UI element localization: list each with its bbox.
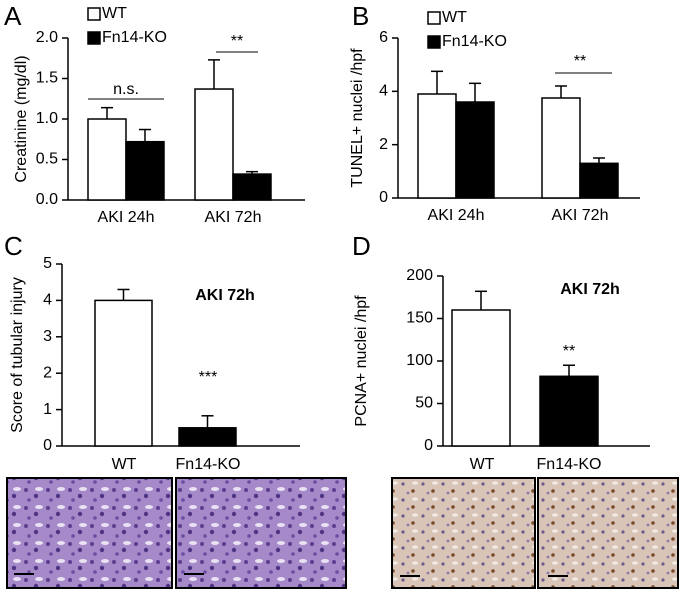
micrograph bbox=[175, 477, 347, 589]
y-tick-label: 150 bbox=[406, 310, 433, 327]
bar bbox=[579, 162, 619, 199]
legend-label: Fn14-KO bbox=[442, 33, 507, 50]
panel-letter: C bbox=[4, 231, 23, 261]
x-tick-label: Fn14-KO bbox=[176, 456, 241, 473]
annotation: AKI 72h bbox=[195, 287, 255, 304]
y-tick-label: 5 bbox=[43, 255, 52, 272]
y-tick-label: 50 bbox=[415, 395, 433, 412]
y-tick-label: 2 bbox=[379, 136, 388, 153]
bar bbox=[178, 427, 237, 447]
y-axis-label: PCNA+ nuclei /hpf bbox=[353, 295, 370, 427]
bar bbox=[455, 101, 495, 199]
bar bbox=[539, 375, 599, 447]
y-tick-label: 4 bbox=[43, 292, 52, 309]
x-tick-label: WT bbox=[112, 456, 137, 473]
y-tick-label: 0.0 bbox=[36, 191, 58, 208]
legend-swatch bbox=[87, 31, 101, 45]
legend-label: WT bbox=[442, 9, 467, 26]
y-tick-label: 0.5 bbox=[36, 151, 58, 168]
y-tick-label: 200 bbox=[406, 267, 433, 284]
x-tick-label: AKI 24h bbox=[428, 207, 485, 224]
x-tick-label: AKI 72h bbox=[552, 207, 609, 224]
bar bbox=[87, 118, 127, 201]
legend-swatch bbox=[427, 11, 441, 25]
annotation: ** bbox=[231, 33, 243, 50]
bar bbox=[125, 140, 165, 201]
scale-bars bbox=[14, 573, 568, 577]
annotation: ** bbox=[563, 343, 575, 360]
y-tick-label: 6 bbox=[379, 29, 388, 46]
y-tick-label: 100 bbox=[406, 352, 433, 369]
y-tick-label: 1 bbox=[43, 401, 52, 418]
y-axis-label: Creatinine (mg/dl) bbox=[13, 55, 30, 182]
y-tick-label: 2.0 bbox=[36, 29, 58, 46]
y-tick-label: 1.5 bbox=[36, 70, 58, 87]
legend-label: WT bbox=[102, 5, 127, 22]
bar bbox=[94, 299, 153, 447]
panel-letter: B bbox=[352, 1, 369, 31]
x-tick-label: AKI 24h bbox=[98, 209, 155, 226]
annotation: n.s. bbox=[113, 81, 139, 98]
micrograph bbox=[6, 477, 173, 589]
annotation: AKI 72h bbox=[560, 281, 620, 298]
annotation: ** bbox=[574, 53, 586, 70]
panel-letter: D bbox=[352, 231, 371, 261]
y-tick-label: 0 bbox=[424, 437, 433, 454]
y-tick-label: 0 bbox=[43, 437, 52, 454]
bar bbox=[194, 88, 234, 201]
bar bbox=[541, 97, 581, 199]
micrograph bbox=[537, 477, 679, 589]
x-tick-label: AKI 72h bbox=[205, 209, 262, 226]
x-tick-label: Fn14-KO bbox=[537, 456, 602, 473]
bar bbox=[451, 309, 511, 447]
y-tick-label: 4 bbox=[379, 83, 388, 100]
panel-letter: A bbox=[4, 1, 22, 31]
legend-swatch bbox=[87, 7, 101, 21]
y-axis-label: Score of tubular injury bbox=[9, 277, 26, 433]
legend-label: Fn14-KO bbox=[102, 29, 167, 46]
y-tick-label: 0 bbox=[379, 189, 388, 206]
bar bbox=[417, 93, 457, 199]
y-axis-label: TUNEL+ nuclei /hpf bbox=[349, 48, 366, 188]
y-tick-label: 1.0 bbox=[36, 110, 58, 127]
bar bbox=[232, 173, 272, 201]
y-tick-label: 3 bbox=[43, 328, 52, 345]
annotation: *** bbox=[199, 369, 218, 386]
y-tick-label: 2 bbox=[43, 364, 52, 381]
micrograph bbox=[391, 477, 536, 589]
legend-swatch bbox=[427, 35, 441, 49]
x-tick-label: WT bbox=[470, 456, 495, 473]
